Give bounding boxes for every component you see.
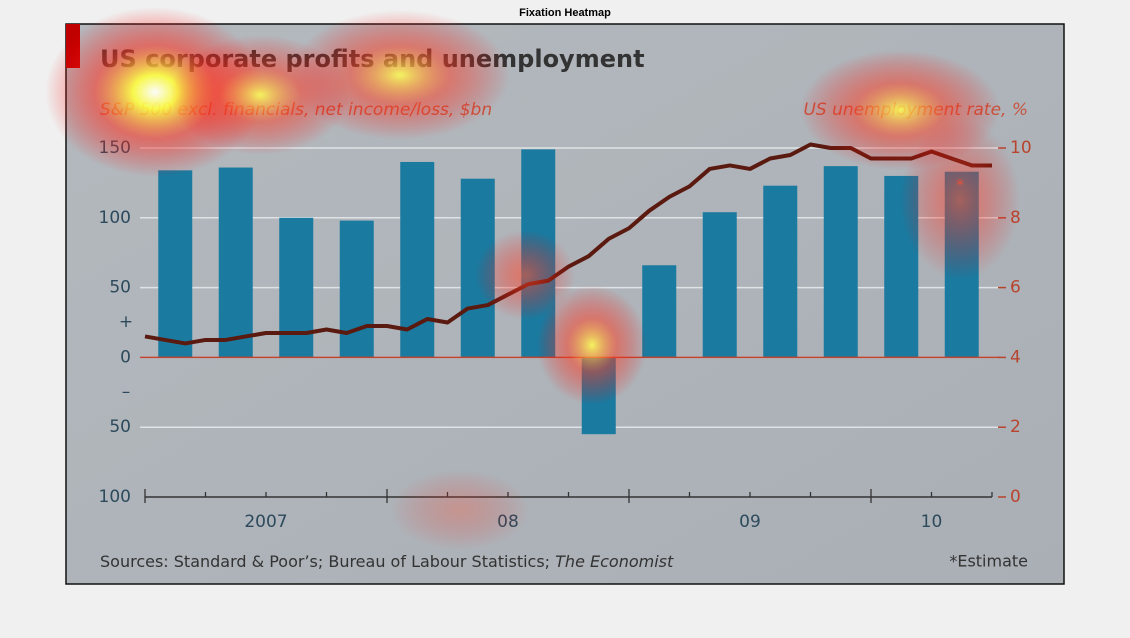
bar — [158, 170, 193, 358]
x-tick-label: 08 — [497, 512, 519, 532]
y-tick-label: 50 — [109, 417, 131, 437]
sign: + — [119, 312, 133, 332]
y-tick-label: 100 — [99, 208, 131, 228]
bar — [218, 167, 253, 358]
y2-tick-label: 10 — [1010, 138, 1032, 158]
y-tick-label: 100 — [99, 487, 131, 507]
bar — [521, 149, 556, 358]
bar — [581, 357, 616, 435]
chart-title: US corporate profits and unemployment — [100, 45, 645, 73]
bar — [763, 185, 798, 358]
estimate-note: *Estimate — [949, 552, 1028, 571]
y-tick-label: 0 — [120, 347, 131, 367]
bar — [279, 217, 314, 358]
y2-tick-label: 2 — [1010, 417, 1021, 437]
x-tick-label: 10 — [921, 512, 943, 532]
y2-tick-label: 8 — [1010, 208, 1021, 228]
y2-tick-label: 4 — [1010, 347, 1021, 367]
y-tick-label: 150 — [99, 138, 131, 158]
bar — [884, 175, 919, 358]
y2-tick-label: 0 — [1010, 487, 1021, 507]
bar — [642, 265, 677, 358]
tag — [66, 24, 80, 68]
x-tick-label: 2007 — [244, 512, 287, 532]
y2-axis-label: US unemployment rate, % — [803, 100, 1028, 120]
bar — [460, 178, 495, 358]
y-axis-label: S&P 500 excl. financials, net income/los… — [100, 100, 492, 120]
figure-title: Fixation Heatmap — [519, 7, 611, 19]
y2-tick-label: 6 — [1010, 278, 1021, 298]
bar — [823, 166, 858, 358]
bar — [944, 171, 979, 358]
bar — [339, 220, 374, 358]
sources-text: The Economist — [555, 552, 674, 571]
x-tick-label: 09 — [739, 512, 761, 532]
estimate-mark: * — [956, 176, 965, 196]
sign: – — [122, 382, 131, 402]
sources-text: Sources: Standard & Poor’s; Bureau of La… — [100, 552, 555, 571]
y-tick-label: 50 — [109, 278, 131, 298]
sources: Sources: Standard & Poor’s; Bureau of La… — [100, 552, 674, 571]
bar — [702, 212, 737, 358]
